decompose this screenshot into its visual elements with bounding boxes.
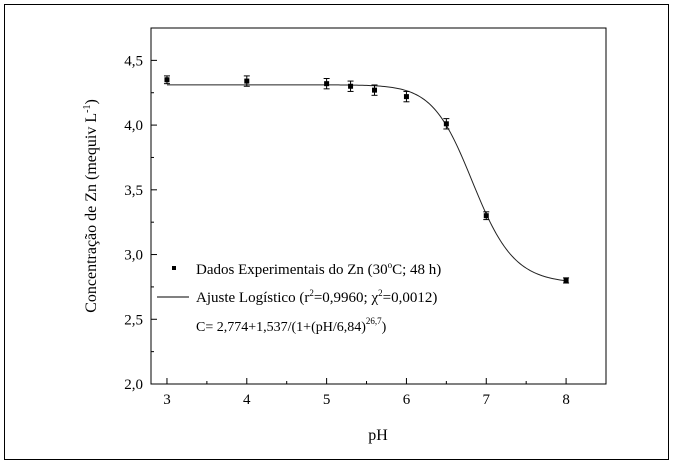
y-axis-title-close: ) (83, 99, 100, 104)
data-point (372, 87, 378, 93)
fit-curve-line (166, 84, 567, 282)
x-tick-label: 8 (562, 392, 570, 408)
x-tick-label: 7 (483, 392, 491, 408)
data-points (163, 75, 570, 284)
y-axis: 2,0 2,5 3,0 3,5 4,0 4,5 (124, 27, 157, 393)
x-tick-label: 5 (323, 392, 331, 408)
legend-equation: C= 2,774+1,537/(1+(pH/6,84)26,7) (196, 316, 387, 335)
legend-label-fit: Ajuste Logístico (r2=0,9960; χ2=0,0012) (196, 288, 437, 306)
y-axis-title-main: Concentração de Zn (mequiv L (83, 113, 100, 313)
y-tick-label: 4,5 (124, 53, 143, 69)
y-tick-label: 4,0 (124, 118, 143, 134)
x-axis-title: pH (368, 427, 388, 444)
data-point (244, 78, 250, 84)
x-tick-label: 3 (163, 392, 171, 408)
y-tick-label: 2,0 (124, 377, 143, 393)
x-tick-label: 6 (403, 392, 411, 408)
data-point (348, 83, 354, 89)
y-axis-title-sup: -1 (82, 105, 93, 113)
data-point (324, 81, 330, 87)
legend-label-scatter: Dados Experimentais do Zn (30oC; 48 h) (196, 260, 441, 278)
data-point (563, 277, 569, 283)
data-point (483, 213, 489, 219)
y-tick-label: 3,0 (124, 248, 143, 264)
x-axis: 3 4 5 6 7 8 (163, 378, 607, 408)
y-tick-label: 2,5 (124, 312, 143, 328)
data-point (164, 77, 170, 83)
y-tick-label: 3,5 (124, 183, 143, 199)
legend: Dados Experimentais do Zn (30oC; 48 h) A… (157, 260, 441, 335)
data-point (403, 94, 409, 100)
plot-area (150, 27, 607, 385)
data-point (443, 121, 449, 127)
x-tick-label: 4 (243, 392, 251, 408)
legend-marker-scatter (172, 266, 176, 270)
y-axis-title: Concentração de Zn (mequiv L-1) (82, 99, 100, 313)
